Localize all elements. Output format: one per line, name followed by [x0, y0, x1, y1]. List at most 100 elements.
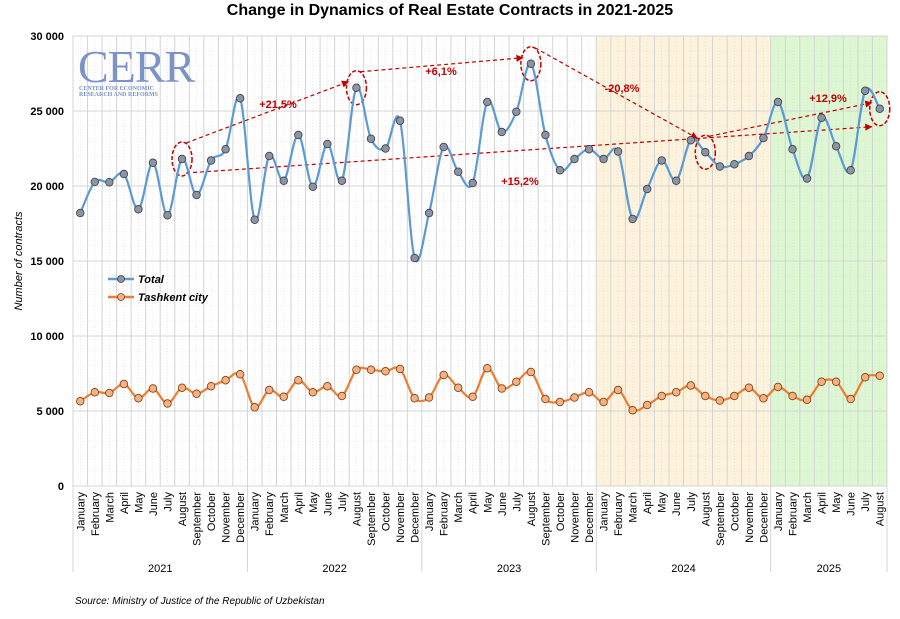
data-point-total — [730, 160, 739, 169]
trend-arrow — [360, 54, 524, 73]
data-point-total — [105, 178, 114, 187]
data-point-total — [613, 147, 623, 156]
x-tick-label: April — [119, 492, 131, 514]
data-point-total — [584, 145, 594, 154]
data-point-tashkent — [541, 394, 550, 404]
data-point-tashkent — [512, 377, 521, 386]
x-tick-label: March — [802, 492, 814, 523]
source-note: Source: Ministry of Justice of the Repub… — [75, 596, 325, 607]
data-point-tashkent — [192, 389, 201, 398]
x-tick-label: February — [788, 492, 800, 537]
data-point-tashkent — [308, 388, 318, 397]
x-tick-label: October — [381, 492, 393, 531]
data-point-total — [337, 176, 347, 185]
x-tick-label: December — [410, 492, 422, 543]
data-point-total — [599, 154, 608, 164]
data-point-total — [206, 156, 216, 165]
data-point-tashkent — [599, 397, 608, 407]
y-tick-label: 20 000 — [30, 181, 64, 193]
plot-border — [72, 35, 888, 487]
data-point-tashkent — [235, 370, 245, 379]
x-tick-label: January — [773, 492, 785, 532]
annotation-label: +15,2% — [501, 176, 539, 188]
data-point-tashkent — [439, 370, 448, 380]
x-tick-label: December — [758, 492, 770, 543]
x-tick-label: May — [133, 492, 145, 513]
data-point-tashkent — [642, 400, 652, 410]
data-point-total — [323, 139, 332, 149]
data-point-total — [497, 127, 507, 137]
data-point-tashkent — [657, 391, 666, 401]
data-point-tashkent — [759, 394, 768, 403]
data-point-total — [802, 174, 812, 183]
y-tick-label: 15 000 — [30, 256, 64, 268]
data-point-tashkent — [323, 382, 332, 391]
legend-label-total: Total — [138, 274, 165, 286]
x-tick-label: November — [395, 492, 407, 543]
x-tick-label: June — [322, 492, 334, 516]
legend-marker-tashkent — [117, 293, 125, 301]
year-label: 2022 — [322, 563, 346, 575]
data-point-total — [468, 178, 477, 188]
y-axis: 0 5 000 10 000 15 000 20 000 25 000 30 000 — [30, 31, 64, 493]
data-point-total — [177, 154, 187, 164]
data-point-total — [483, 97, 492, 107]
x-tick-label: January — [599, 492, 611, 532]
x-tick-label: October — [729, 492, 741, 531]
data-point-tashkent — [105, 388, 114, 398]
data-point-tashkent — [221, 376, 230, 385]
x-tick-label: March — [104, 492, 116, 523]
data-point-total — [308, 182, 318, 191]
data-point-tashkent — [788, 391, 797, 401]
x-tick-label: November — [569, 492, 581, 543]
data-point-tashkent — [163, 399, 172, 408]
trend-arrow — [534, 47, 698, 139]
data-point-tashkent — [570, 393, 579, 402]
data-point-total — [701, 148, 710, 157]
x-tick-label: April — [817, 492, 829, 514]
data-point-total — [875, 104, 884, 113]
x-tick-label: February — [613, 492, 625, 537]
data-point-tashkent — [628, 406, 637, 415]
year-label: 2023 — [497, 563, 521, 575]
data-point-tashkent — [672, 388, 681, 397]
data-point-total — [831, 142, 841, 151]
x-tick-label: August — [526, 492, 538, 526]
data-point-tashkent — [265, 385, 274, 395]
data-point-total — [817, 113, 826, 122]
x-tick-label: June — [148, 492, 160, 516]
data-point-tashkent — [250, 403, 259, 412]
data-point-tashkent — [773, 382, 783, 392]
data-point-total — [512, 107, 521, 116]
x-tick-label: October — [206, 492, 218, 531]
y-tick-label: 10 000 — [30, 331, 64, 343]
data-point-tashkent — [381, 367, 390, 376]
x-tick-label: December — [235, 492, 247, 543]
x-tick-label: April — [642, 492, 654, 514]
trend-arrow — [185, 123, 873, 174]
y-tick-label: 30 000 — [30, 31, 64, 43]
data-point-tashkent — [294, 376, 303, 385]
data-point-total — [715, 162, 725, 171]
data-point-tashkent — [483, 364, 492, 373]
data-point-total — [235, 94, 245, 103]
x-tick-label: September — [192, 492, 204, 546]
x-tick-label: May — [657, 492, 669, 513]
data-point-tashkent — [526, 367, 536, 377]
cerr-logo: CERR CENTER FOR ECONOMIC RESEARCH AND RE… — [78, 41, 196, 98]
annotation-label: +12,9% — [809, 93, 847, 105]
data-point-total — [192, 190, 201, 200]
x-tick-label: July — [860, 492, 872, 512]
data-point-total — [555, 166, 565, 175]
data-point-tashkent — [860, 373, 870, 382]
x-tick-label: April — [293, 492, 305, 514]
y-axis-label: Number of contracts — [13, 211, 25, 311]
data-point-tashkent — [76, 397, 85, 406]
data-point-total — [410, 253, 419, 263]
data-point-total — [744, 151, 754, 161]
data-point-tashkent — [90, 388, 100, 397]
data-point-tashkent — [337, 391, 347, 401]
x-tick-label: November — [221, 492, 233, 543]
data-point-total — [148, 158, 158, 167]
